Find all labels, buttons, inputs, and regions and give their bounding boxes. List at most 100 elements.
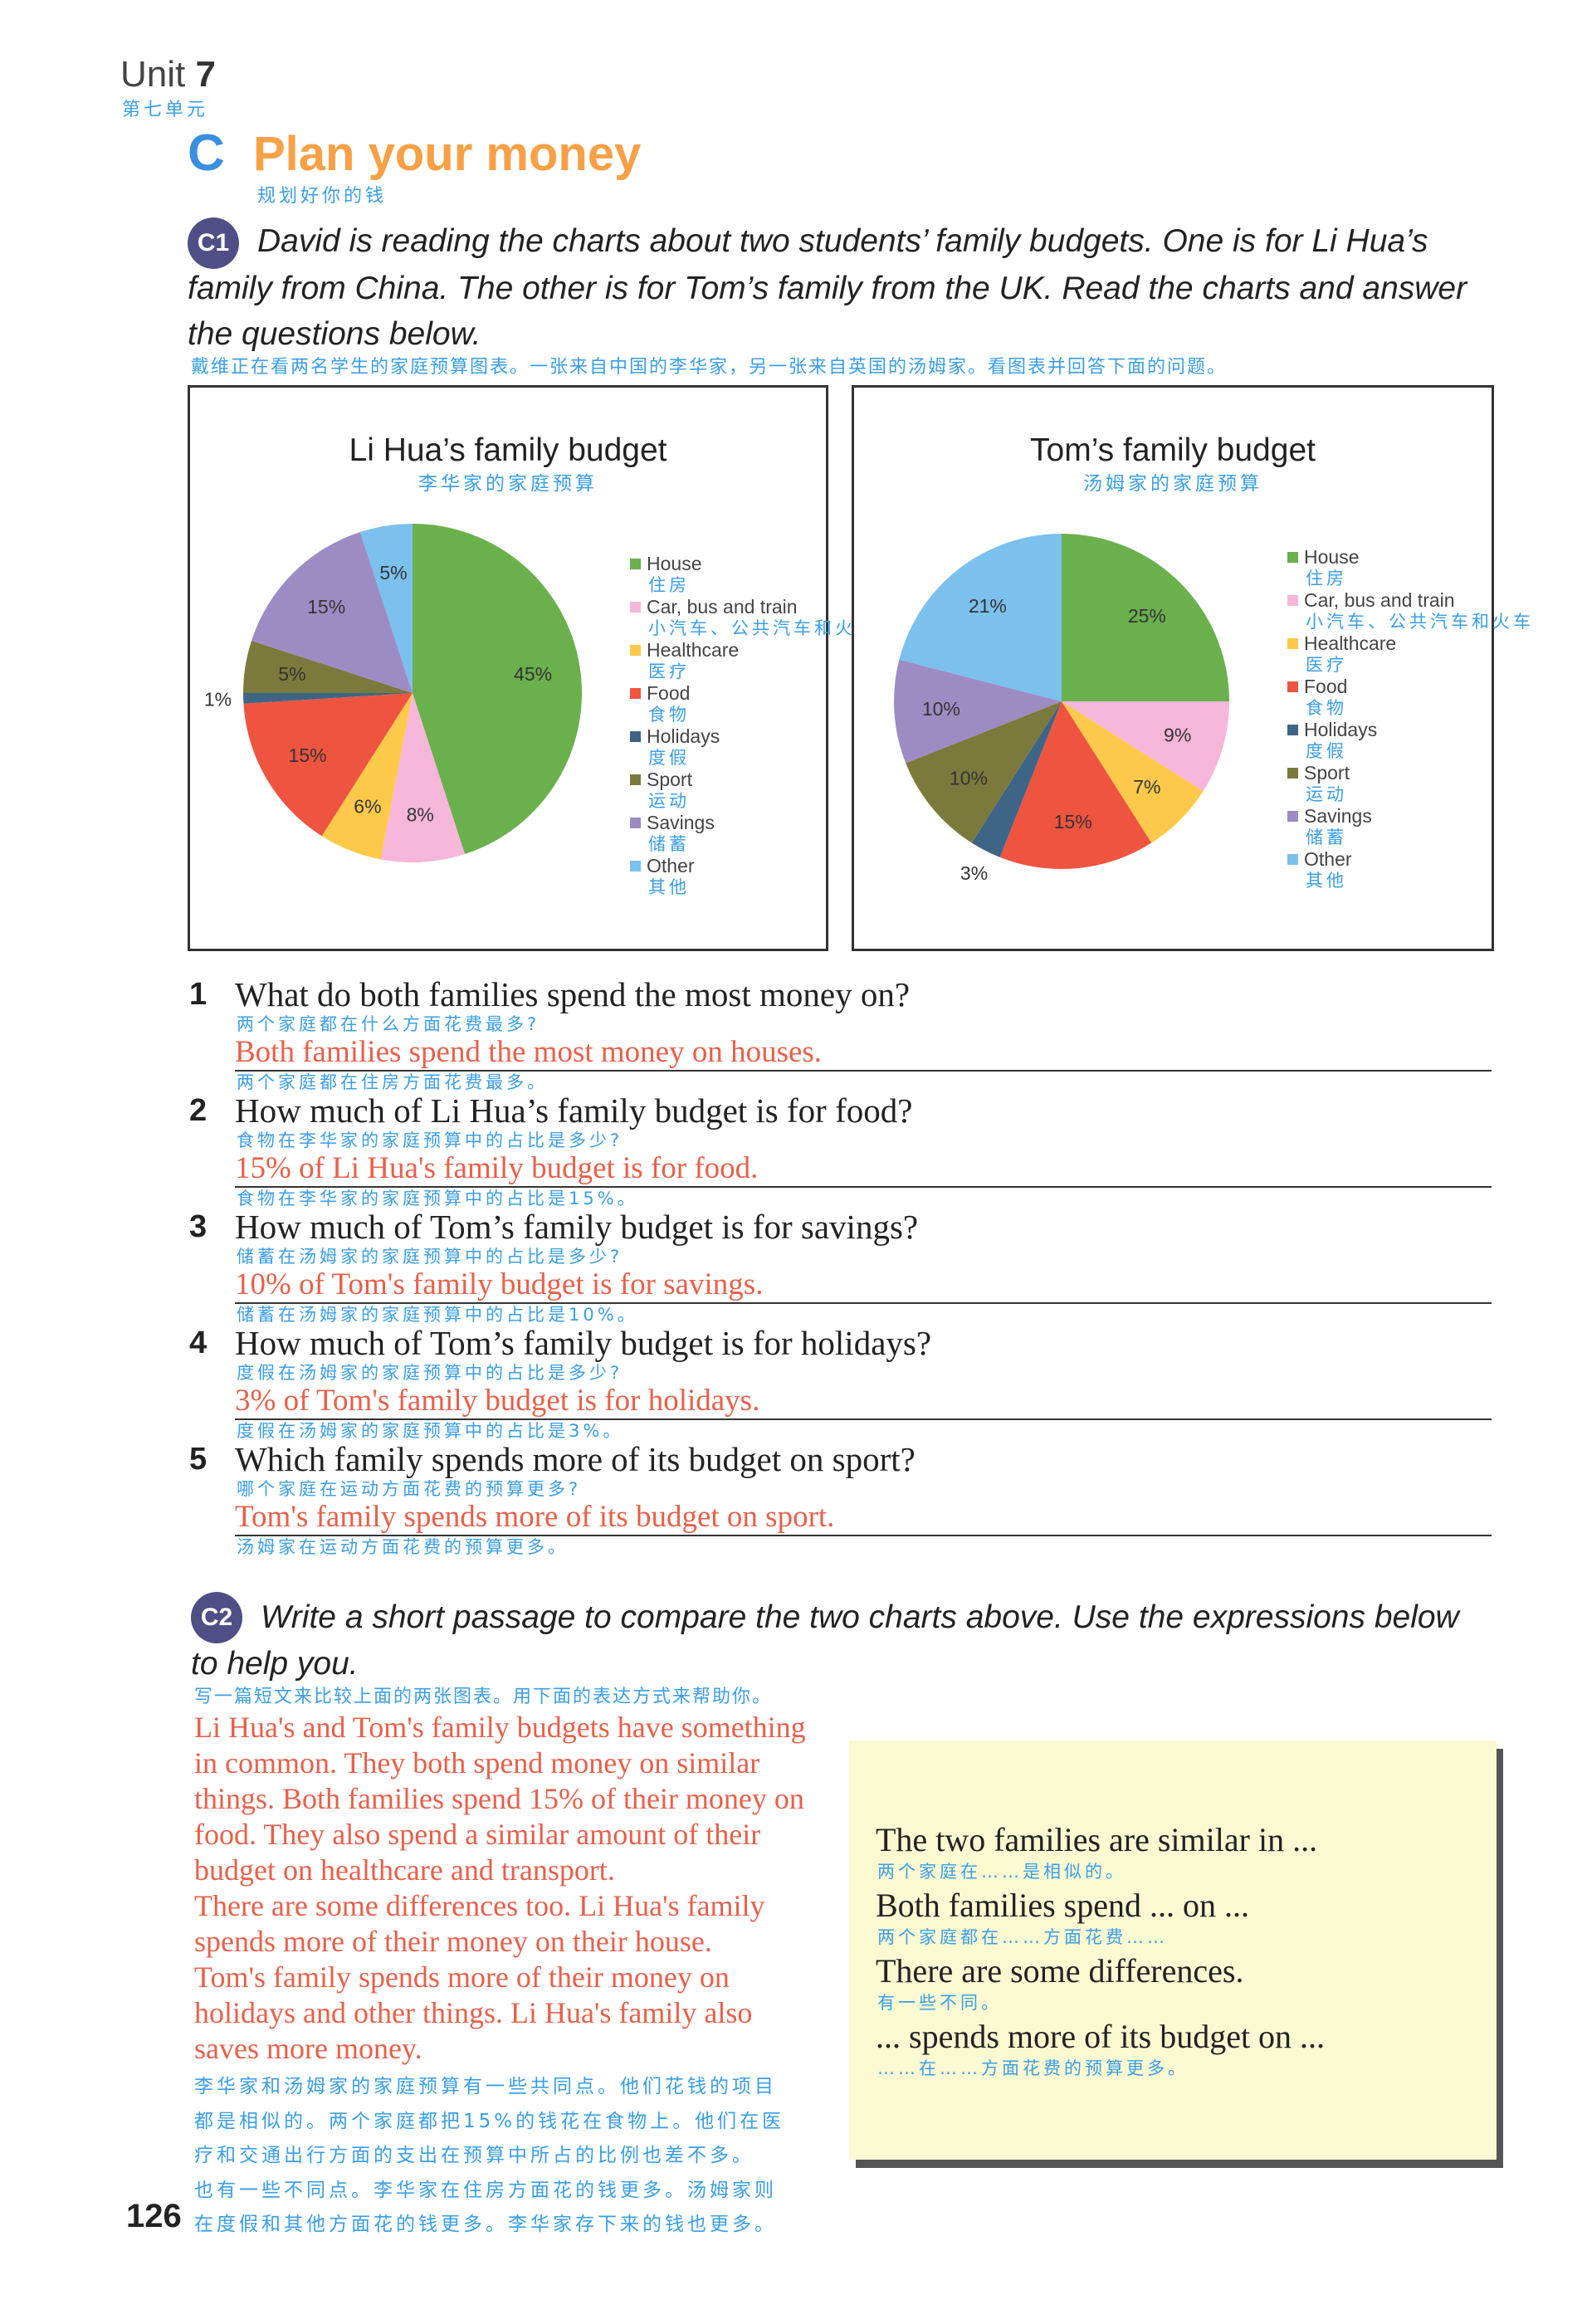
legend-label-cn: 住房 xyxy=(648,575,690,595)
passage-cn-line: 疗和交通出行方面的支出在预算中所占的比例也差不多。 xyxy=(194,2145,754,2167)
passage-line: spends more of their money on their hous… xyxy=(194,1925,712,1958)
answer-text-cn: 储蓄在汤姆家的家庭预算中的占比是10%。 xyxy=(237,1305,638,1325)
pie-data-label: 21% xyxy=(969,595,1007,617)
chart-title-cn: 汤姆家的家庭预算 xyxy=(1083,473,1262,495)
legend-swatch xyxy=(630,818,641,828)
question-text: How much of Tom’s family budget is for h… xyxy=(235,1324,932,1362)
legend-label: Car, bus and train xyxy=(647,596,798,618)
legend-label-cn: 医疗 xyxy=(648,662,690,681)
legend-swatch xyxy=(1287,725,1298,735)
legend-label: Other xyxy=(1304,848,1352,870)
pie-slice-sport xyxy=(906,701,1062,843)
legend-label: House xyxy=(647,553,702,574)
pie-data-label: 8% xyxy=(407,804,434,826)
passage-line: Tom's family spends more of their money … xyxy=(194,1960,730,1994)
c1-instruction-cn: 戴维正在看两名学生的家庭预算图表。一张来自中国的李华家，另一张来自英国的汤姆家。… xyxy=(191,357,1228,378)
unit-label: Unit xyxy=(120,54,186,95)
legend-label-cn: 医疗 xyxy=(1306,655,1347,675)
question-text-cn: 两个家庭都在什么方面花费最多? xyxy=(237,1014,540,1034)
expression: There are some differences. xyxy=(876,1952,1244,1990)
passage-cn-line: 都是相似的。两个家庭都把15%的钱花在食物上。他们在医 xyxy=(194,2110,785,2132)
c1-instruction-line: David is reading the charts about two st… xyxy=(257,223,1428,259)
legend-label-cn: 食物 xyxy=(1306,698,1347,718)
question-text: Which family spends more of its budget o… xyxy=(235,1440,916,1478)
passage-line: Li Hua's and Tom's family budgets have s… xyxy=(194,1711,806,1744)
pie-data-label: 5% xyxy=(278,663,305,685)
legend-label-cn: 运动 xyxy=(1306,784,1347,804)
answer-text: Tom's family spends more of its budget o… xyxy=(235,1500,835,1534)
legend-label: Holidays xyxy=(647,725,720,747)
pie-slice-healthcare xyxy=(321,693,413,860)
legend-label-cn: 住房 xyxy=(1306,569,1347,588)
pie-data-label: 10% xyxy=(922,698,960,720)
answer-line xyxy=(235,1070,1492,1072)
pie-data-label: 7% xyxy=(1133,776,1160,798)
question-number: 5 xyxy=(189,1442,208,1477)
legend-label-cn: 小汽车、公共汽车和火车 xyxy=(648,618,877,638)
question-text: What do both families spend the most mon… xyxy=(235,975,911,1013)
legend-label: Holidays xyxy=(1304,719,1378,740)
pie-slice-food xyxy=(999,701,1152,869)
legend-label: Savings xyxy=(647,812,715,833)
page-number: 126 xyxy=(126,2198,182,2234)
pie-chart: 45% 8% 6% 15% 1% 5% 15% 5% xyxy=(204,524,582,862)
chart-title: Li Hua’s family budget xyxy=(349,432,667,468)
answer-text-cn: 两个家庭都在住房方面花费最多。 xyxy=(237,1072,548,1092)
chart-title-cn: 李华家的家庭预算 xyxy=(418,473,598,495)
answer-line xyxy=(235,1535,1492,1536)
answer-text-cn: 食物在李华家的家庭预算中的占比是15%。 xyxy=(237,1189,638,1208)
legend-swatch xyxy=(630,861,641,872)
answer-text: 10% of Tom's family budget is for saving… xyxy=(235,1267,764,1301)
pie-data-label: 5% xyxy=(379,562,407,583)
answer-line xyxy=(235,1418,1492,1420)
question-number: 1 xyxy=(189,977,208,1012)
legend-swatch xyxy=(630,645,641,656)
legend-label: Savings xyxy=(1304,805,1372,827)
passage-line: holidays and other things. Li Hua's fami… xyxy=(194,1996,753,2029)
legend-label: Healthcare xyxy=(1304,632,1397,654)
section-title: Plan your money xyxy=(253,127,642,181)
legend-swatch xyxy=(630,602,641,613)
legend-swatch xyxy=(1287,854,1298,865)
answer-text-cn: 度假在汤姆家的家庭预算中的占比是3%。 xyxy=(237,1421,624,1441)
legend-label-cn: 度假 xyxy=(648,748,690,768)
passage-cn-line: 在度假和其他方面花的钱更多。李华家存下来的钱也更多。 xyxy=(194,2214,777,2236)
legend-label-cn: 食物 xyxy=(648,705,690,725)
c1-instruction-line: family from China. The other is for Tom’… xyxy=(188,271,1467,306)
section-title-cn: 规划好你的钱 xyxy=(257,186,388,207)
li-hua-budget-chart: Li Hua’s family budget 李华家的家庭预算 45% 8% 6% 1… xyxy=(188,385,873,951)
question-text-cn: 度假在汤姆家的家庭预算中的占比是多少? xyxy=(237,1363,623,1383)
legend-label: Other xyxy=(647,855,695,876)
legend-swatch xyxy=(1287,552,1298,563)
passage-cn-line: 也有一些不同点。李华家在住房方面花的钱更多。汤姆家则 xyxy=(194,2179,777,2201)
unit-number: 7 xyxy=(195,54,216,95)
pie-slice-holidays xyxy=(243,693,413,704)
model-passage: Li Hua's and Tom's family budgets have s… xyxy=(194,1710,806,2067)
legend-swatch xyxy=(630,559,641,569)
answer-line xyxy=(235,1186,1492,1188)
answer-text: 3% of Tom's family budget is for holiday… xyxy=(235,1384,760,1418)
legend-label-cn: 度假 xyxy=(1306,741,1347,761)
passage-line: food. They also spend a similar amount o… xyxy=(194,1818,761,1851)
pie-slice-house xyxy=(413,524,582,855)
pie-slice-sport xyxy=(243,640,413,693)
section-letter: C xyxy=(188,124,225,182)
pie-slice-healthcare xyxy=(1062,701,1204,843)
legend-swatch xyxy=(1287,811,1298,822)
legend-label-cn: 小汽车、公共汽车和火车 xyxy=(1306,612,1534,632)
question-text-cn: 食物在李华家的家庭预算中的占比是多少? xyxy=(237,1130,623,1150)
expression-cn: 有一些不同。 xyxy=(877,1993,1002,2013)
expression-cn: 两个家庭都在……方面花费…… xyxy=(877,1927,1168,1947)
answer-text-cn: 汤姆家在运动方面花费的预算更多。 xyxy=(237,1537,569,1557)
pie-data-label: 6% xyxy=(354,796,381,818)
tom-budget-chart: Tom’s family budget 汤姆家的家庭预算 25% 9% 7% 15% 3… xyxy=(852,385,1531,951)
legend-swatch xyxy=(630,731,641,742)
pie-slice-food xyxy=(243,693,413,837)
legend-label-cn: 储蓄 xyxy=(648,834,690,854)
legend-swatch xyxy=(1287,681,1298,692)
pie-data-label: 15% xyxy=(307,596,345,618)
expressions-note: The two families are similar in ... 两个家庭在… xyxy=(849,1741,1497,2160)
pie-slice-holidays xyxy=(971,701,1062,857)
legend-swatch xyxy=(1287,768,1298,779)
legend-label: Food xyxy=(1304,676,1348,697)
